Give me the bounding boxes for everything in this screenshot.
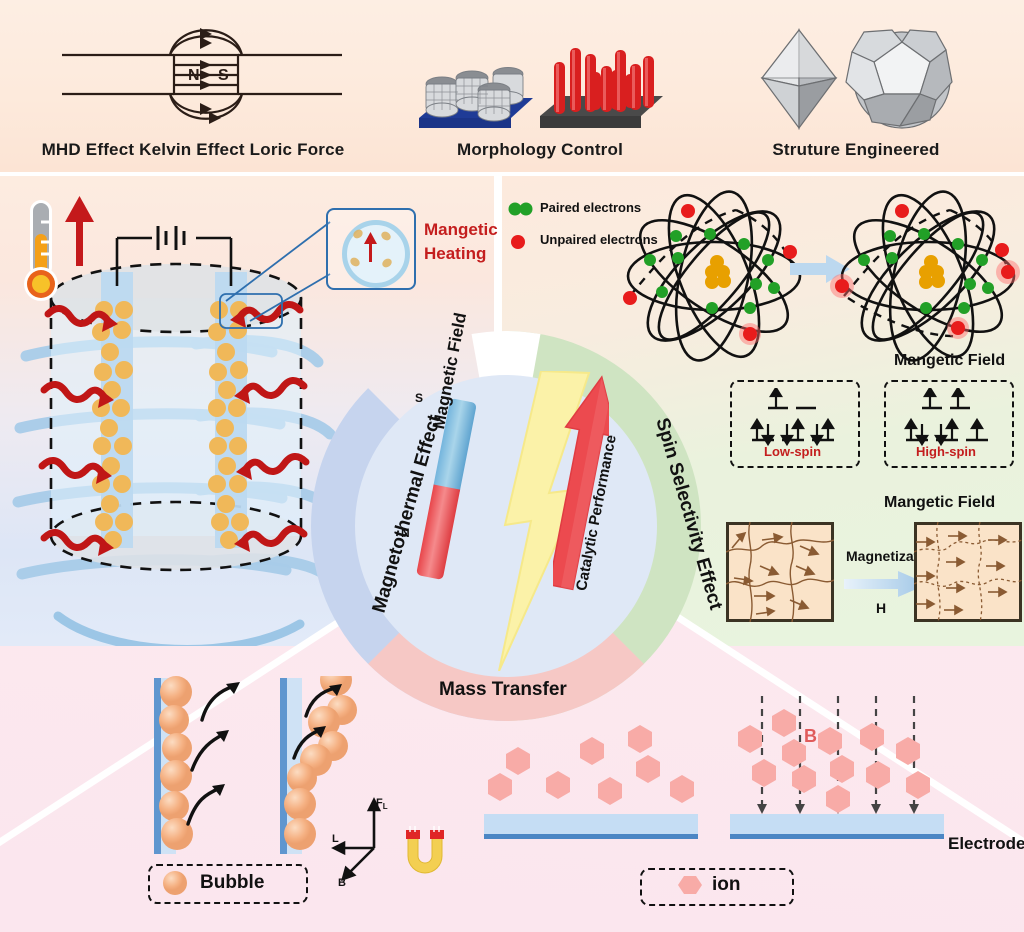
hub-pole-north: N — [401, 526, 410, 540]
bubble-icon — [159, 676, 193, 850]
top-band: N S — [0, 0, 1024, 172]
catalytic-performance-arrow — [553, 375, 609, 591]
magnetic-domains-before — [726, 522, 834, 622]
up-arrow-icon — [65, 196, 94, 266]
axis-label-b: B — [338, 877, 346, 886]
low-spin-orbital-diagram — [750, 388, 835, 447]
ion-legend-label: ion — [712, 874, 741, 895]
unpaired-electron-dot-icon — [511, 235, 525, 249]
heat-wave-arrow-icon — [38, 301, 310, 552]
battery-icon — [156, 226, 186, 250]
spin-field-label: Mangetic Field — [884, 494, 996, 511]
high-spin-box — [884, 380, 1014, 468]
polyhedra-icon — [760, 28, 953, 130]
ring-label-mass: Mass Transfer — [439, 679, 567, 700]
electrode-label: Electrode — [948, 834, 1024, 853]
lorentz-force-axes: FL L B — [331, 797, 388, 886]
ion-diffusion-with-field: B — [730, 696, 944, 839]
caption-structure: Struture Engineered — [772, 140, 940, 159]
right-arrow-icon — [844, 571, 928, 597]
hub-pole-south: S — [415, 391, 424, 405]
atom-orbitals-after — [830, 190, 1020, 362]
legend-paired-label: Paired electrons — [540, 200, 642, 215]
atom-orbitals-before — [623, 190, 802, 362]
low-spin-box — [730, 380, 860, 468]
thermometer-icon — [24, 200, 58, 301]
lightning-bolt-icon — [498, 371, 591, 671]
field-transition-arrow-icon — [790, 255, 850, 283]
field-symbol-h: H — [876, 600, 887, 616]
bubble-detachment-artwork — [154, 676, 357, 854]
catalyst-beads — [92, 301, 249, 549]
nanostructure-arrays-icon — [419, 48, 663, 128]
ion-diffusion-no-field — [484, 725, 698, 839]
magnetic-heating-label-1: Mangetic — [424, 220, 498, 239]
nucleus — [705, 255, 731, 289]
low-spin-label: Low-spin — [764, 444, 822, 459]
caption-mhd: MHD Effect Kelvin Effect Loric Force — [41, 140, 345, 159]
high-spin-orbital-diagram — [904, 388, 988, 447]
axis-label-fl: FL — [376, 797, 388, 811]
high-spin-label: High-spin — [916, 444, 976, 459]
bubble-legend-label: Bubble — [200, 872, 265, 893]
magnet-pole-south: S — [218, 67, 229, 84]
magnetothermal-artwork — [12, 196, 338, 646]
ion-hexagon-icon — [488, 725, 694, 805]
magnetic-heating-particle-icon — [342, 220, 410, 288]
atom-field-label: Mangetic Field — [894, 352, 1006, 369]
bubble-legend-box — [148, 864, 308, 904]
ion-legend-box — [640, 868, 794, 906]
center-ring: Magnetothermal Effect Spin Selectivity E… — [311, 311, 726, 721]
caption-morphology: Morphology Control — [456, 140, 623, 159]
magnetic-domains-after — [914, 522, 1022, 622]
ion-icon-legend — [678, 876, 702, 894]
paired-electron-dots-icon — [508, 202, 533, 216]
legend-unpaired-label: Unpaired electrons — [540, 232, 658, 247]
bar-magnet-field-lines-icon: N S — [62, 28, 342, 124]
bubble-icon-legend — [163, 871, 187, 895]
axis-label-l: L — [332, 833, 339, 845]
magnet-pole-north: N — [188, 67, 200, 84]
magnetic-heating-callout — [326, 208, 416, 290]
field-symbol-b: B — [804, 726, 817, 746]
main-diagram: Mangetic Heating Paired electrons Unpair… — [0, 176, 1024, 932]
magnetic-heating-label-2: Heating — [424, 244, 487, 263]
horseshoe-magnet-icon — [406, 826, 444, 874]
